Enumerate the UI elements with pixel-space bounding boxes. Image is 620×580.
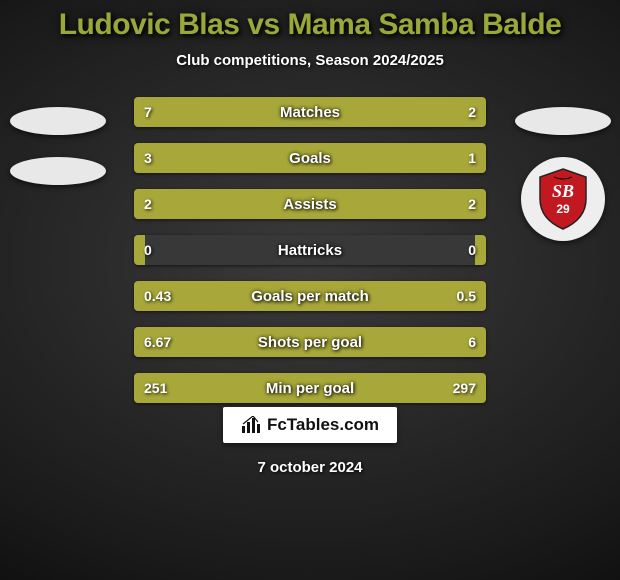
club-right-placeholder-1 bbox=[515, 107, 611, 135]
stat-label: Goals per match bbox=[134, 281, 486, 311]
club-right-badge: SB 29 bbox=[521, 157, 605, 241]
club-left-placeholder-1 bbox=[10, 107, 106, 135]
club-left-placeholder-2 bbox=[10, 157, 106, 185]
comparison-subtitle: Club competitions, Season 2024/2025 bbox=[0, 52, 620, 69]
club-left-column bbox=[0, 97, 115, 185]
stat-label: Matches bbox=[134, 97, 486, 127]
comparison-title: Ludovic Blas vs Mama Samba Balde bbox=[0, 8, 620, 42]
stat-bars: 72Matches 31Goals 22Assists 00Hattricks 0.43… bbox=[134, 97, 486, 419]
stat-row: 22Assists bbox=[134, 189, 486, 219]
svg-text:29: 29 bbox=[556, 202, 570, 216]
stat-label: Goals bbox=[134, 143, 486, 173]
stat-label: Min per goal bbox=[134, 373, 486, 403]
stat-row: 6.676Shots per goal bbox=[134, 327, 486, 357]
club-right-column: SB 29 bbox=[505, 97, 620, 241]
stat-label: Shots per goal bbox=[134, 327, 486, 357]
stat-label: Hattricks bbox=[134, 235, 486, 265]
stat-row: 31Goals bbox=[134, 143, 486, 173]
date-text: 7 october 2024 bbox=[257, 459, 362, 476]
stat-row: 251297Min per goal bbox=[134, 373, 486, 403]
svg-text:SB: SB bbox=[551, 181, 573, 201]
shield-icon: SB 29 bbox=[536, 167, 590, 231]
stat-row: 00Hattricks bbox=[134, 235, 486, 265]
stat-row: 72Matches bbox=[134, 97, 486, 127]
stats-area: SB 29 72Matches 31Goals 22Assists 00Hattric… bbox=[0, 97, 620, 407]
stat-label: Assists bbox=[134, 189, 486, 219]
stat-row: 0.430.5Goals per match bbox=[134, 281, 486, 311]
